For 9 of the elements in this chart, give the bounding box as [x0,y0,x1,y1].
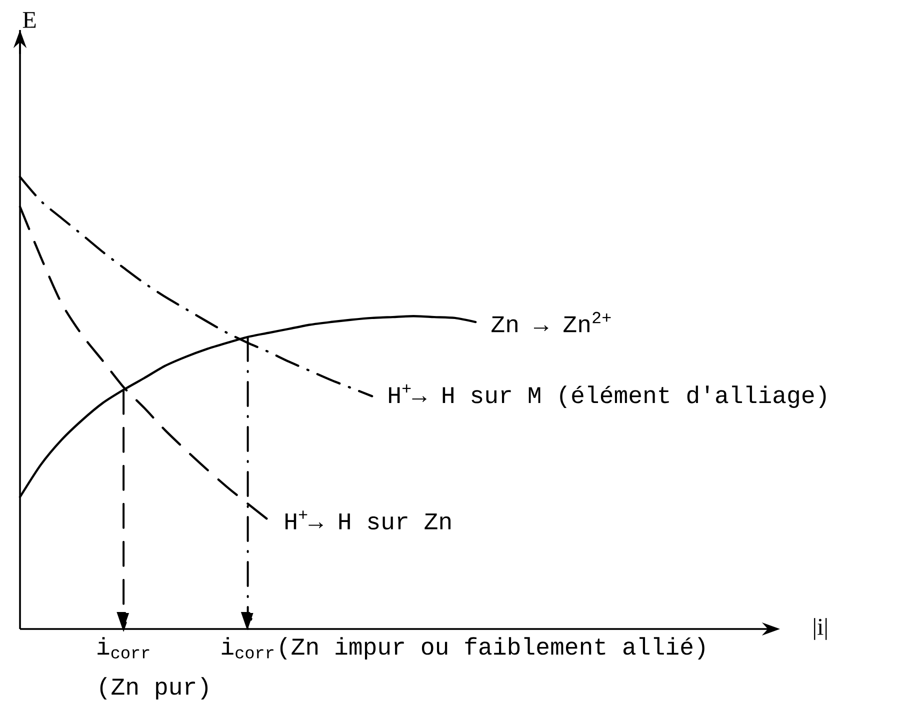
text: E [22,12,36,28]
series-label: H$^{+}$→ H sur M (élément d'alliage) [389,384,826,408]
series-label: H$^{+}$→ H sur Zn [286,510,450,530]
text: (Zn impur ou faiblement allié) [280,637,704,660]
series-label: Zn → Zn$^{2+}$ [492,312,611,332]
x-axis-title: |i| [814,618,827,640]
text: (Zn pur) [100,677,208,700]
x-tick-label: i$_{corr}$ [98,637,150,658]
x-tick-label: i$_{corr}$ [222,637,274,658]
